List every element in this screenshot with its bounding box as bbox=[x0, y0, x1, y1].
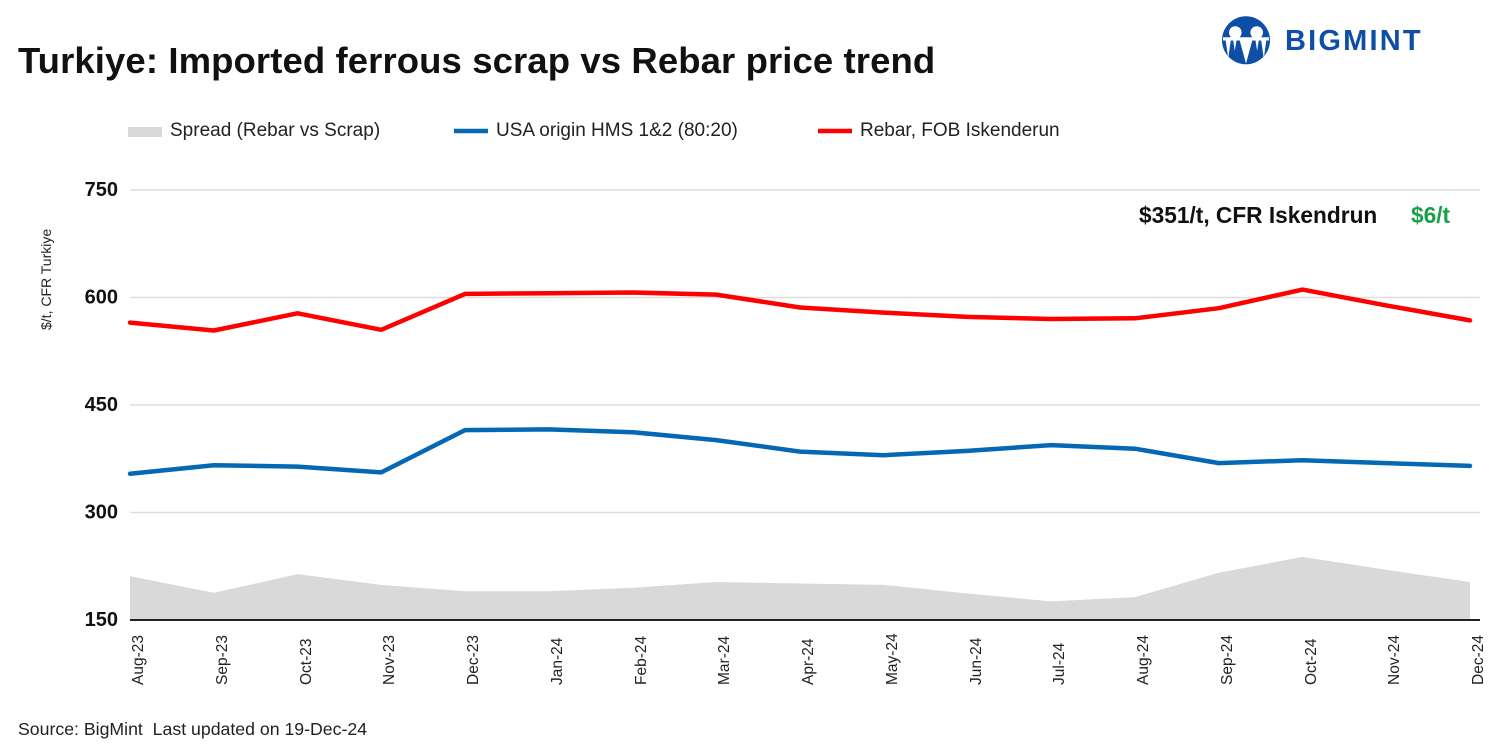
svg-text:450: 450 bbox=[85, 394, 118, 416]
svg-text:150: 150 bbox=[85, 609, 118, 631]
svg-text:600: 600 bbox=[85, 287, 118, 309]
svg-text:750: 750 bbox=[85, 179, 118, 201]
svg-text:300: 300 bbox=[85, 502, 118, 524]
